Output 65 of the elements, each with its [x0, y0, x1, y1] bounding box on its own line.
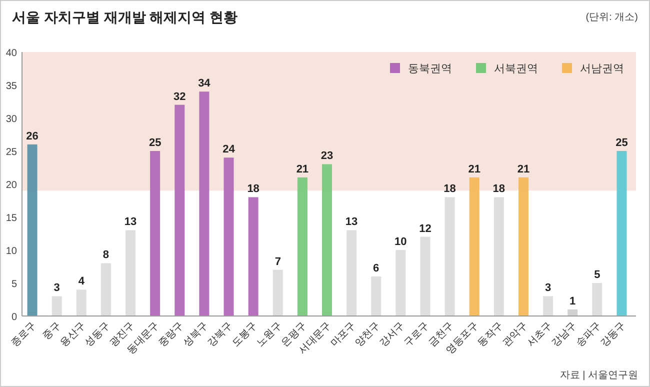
data-label: 25 [616, 137, 628, 149]
legend-label: 동북권역 [408, 63, 452, 75]
bar [518, 177, 528, 316]
data-label: 18 [444, 183, 456, 196]
y-tick-label: 25 [6, 147, 18, 158]
data-label: 23 [320, 150, 334, 162]
data-label: 1 [570, 295, 576, 308]
data-label: 13 [345, 216, 358, 228]
chart-title: 서울 자치구별 재개발 해제지역 현황 [12, 9, 238, 25]
data-label: 32 [174, 90, 186, 103]
legend-label: 서남권역 [580, 63, 624, 75]
bar [100, 263, 111, 316]
bar [199, 92, 210, 316]
bar [444, 197, 455, 316]
data-label: 34 [198, 78, 212, 90]
bar [150, 151, 160, 316]
data-label: 10 [394, 236, 407, 248]
text: 자료 | 서울연구원 [560, 370, 638, 381]
bar [568, 309, 578, 316]
data-label: 12 [419, 222, 432, 235]
y-tick-label: 15 [6, 213, 18, 224]
bar [322, 164, 332, 316]
data-label: 26 [26, 130, 38, 142]
y-tick-label: 35 [6, 81, 18, 92]
bar [616, 151, 627, 316]
chart-subtitle: (단위: 개소) [586, 12, 638, 23]
bar [224, 158, 234, 316]
bar [371, 276, 382, 316]
bar [346, 230, 357, 316]
bar [272, 270, 283, 316]
data-label: 21 [517, 163, 530, 176]
y-tick-label: 10 [6, 246, 18, 257]
y-tick-label: 0 [11, 312, 18, 323]
bar [494, 197, 504, 316]
data-label: 5 [594, 269, 600, 281]
data-label: 8 [102, 249, 110, 262]
data-label: 24 [222, 144, 236, 156]
data-label: 18 [492, 183, 506, 196]
data-label: 4 [78, 276, 86, 288]
bar [420, 236, 430, 316]
bar [297, 177, 308, 316]
legend-label: 서북권역 [494, 63, 538, 75]
bar [126, 230, 136, 316]
y-tick-label: 30 [6, 114, 18, 125]
data-label: 3 [544, 282, 552, 294]
data-label: 3 [54, 282, 60, 294]
y-tick-label: 5 [11, 279, 18, 290]
data-label: 25 [148, 137, 162, 149]
bar [248, 197, 258, 316]
data-label: 21 [296, 163, 309, 176]
bar [27, 144, 38, 316]
bar [543, 296, 554, 316]
bar [174, 104, 185, 316]
bar [76, 290, 86, 316]
y-tick-label: 40 [6, 48, 18, 59]
y-tick-label: 20 [6, 180, 18, 191]
data-label: 18 [247, 183, 260, 196]
bar [52, 296, 62, 316]
data-label: 6 [373, 262, 380, 274]
data-label: 13 [124, 216, 137, 228]
data-label: 21 [468, 163, 480, 176]
bar [396, 250, 406, 316]
bar [469, 177, 480, 316]
data-label: 7 [274, 256, 281, 268]
bar [592, 283, 602, 316]
